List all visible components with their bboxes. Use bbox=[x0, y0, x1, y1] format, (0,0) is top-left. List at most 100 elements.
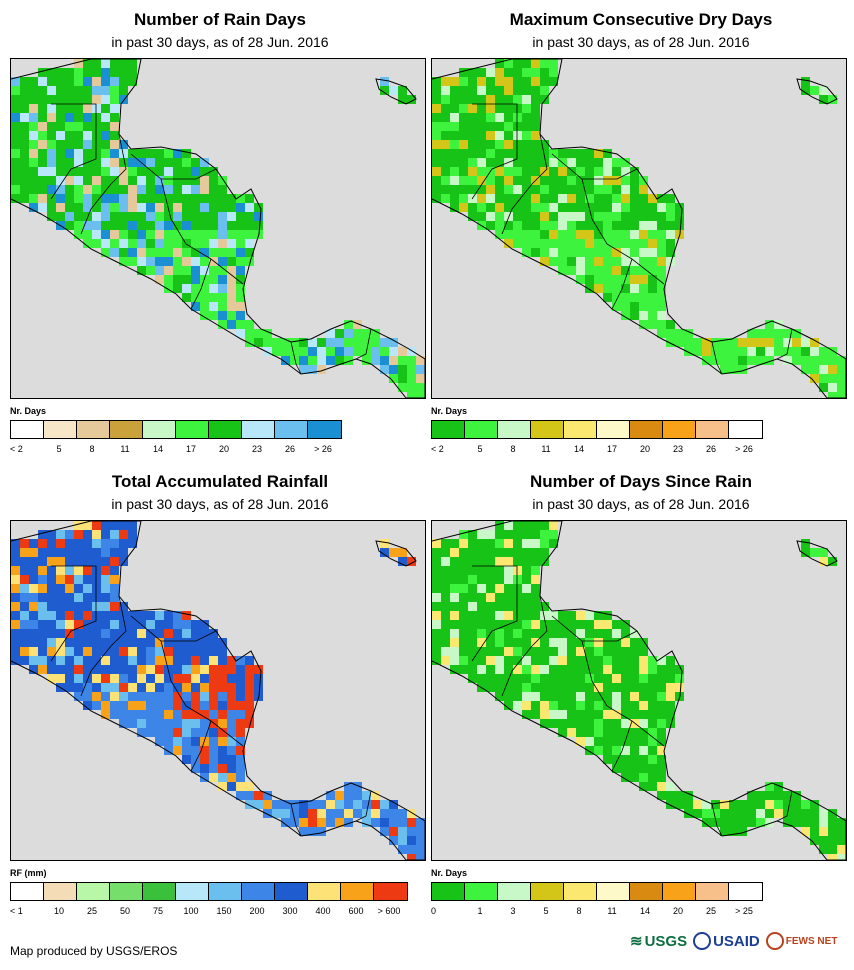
map-cell bbox=[567, 638, 576, 647]
legend-swatch bbox=[531, 883, 564, 900]
map-cell bbox=[11, 638, 20, 647]
map-cell bbox=[630, 266, 639, 275]
map-cell bbox=[441, 548, 450, 557]
map-cell bbox=[92, 239, 101, 248]
map-cell bbox=[639, 701, 648, 710]
map-cell bbox=[504, 95, 513, 104]
map-cell bbox=[137, 185, 146, 194]
map-cell bbox=[209, 293, 218, 302]
map-cell bbox=[495, 665, 504, 674]
map-cell bbox=[164, 629, 173, 638]
map-cell bbox=[245, 800, 254, 809]
map-cell bbox=[531, 131, 540, 140]
map-cell bbox=[389, 365, 398, 374]
map-cell bbox=[657, 266, 666, 275]
map-cell bbox=[477, 593, 486, 602]
map-cell bbox=[191, 629, 200, 638]
map-cell bbox=[459, 530, 468, 539]
map-cell bbox=[173, 701, 182, 710]
map-cell bbox=[621, 755, 630, 764]
map-cell bbox=[416, 845, 425, 854]
map-cell bbox=[92, 530, 101, 539]
map-cell bbox=[128, 221, 137, 230]
map-cell bbox=[666, 791, 675, 800]
map-cell bbox=[20, 557, 29, 566]
map-cell bbox=[236, 329, 245, 338]
map-cell bbox=[290, 356, 299, 365]
map-cell bbox=[119, 257, 128, 266]
map-days-since-rain[interactable] bbox=[431, 520, 847, 861]
map-cell bbox=[657, 212, 666, 221]
map-cell bbox=[639, 320, 648, 329]
map-cell bbox=[540, 59, 549, 68]
map-cell bbox=[218, 701, 227, 710]
map-cell bbox=[540, 521, 549, 530]
map-cell bbox=[110, 158, 119, 167]
map-cell bbox=[101, 239, 110, 248]
map-cell bbox=[486, 548, 495, 557]
map-rain-days[interactable] bbox=[10, 58, 426, 399]
map-cell bbox=[56, 122, 65, 131]
map-cell bbox=[513, 521, 522, 530]
map-cell bbox=[603, 701, 612, 710]
map-cell bbox=[218, 692, 227, 701]
map-cell bbox=[245, 221, 254, 230]
map-cell bbox=[344, 791, 353, 800]
map-cell bbox=[38, 194, 47, 203]
map-cell bbox=[92, 656, 101, 665]
map-cell bbox=[218, 302, 227, 311]
map-cell bbox=[450, 566, 459, 575]
map-cell bbox=[522, 674, 531, 683]
map-cell bbox=[200, 701, 209, 710]
map-cell bbox=[146, 239, 155, 248]
map-cell bbox=[666, 329, 675, 338]
map-cell bbox=[173, 665, 182, 674]
map-cell bbox=[254, 221, 263, 230]
map-cell bbox=[837, 383, 846, 392]
map-canvas bbox=[11, 521, 425, 860]
map-cell bbox=[353, 320, 362, 329]
map-cell bbox=[468, 95, 477, 104]
map-total-rainfall[interactable] bbox=[10, 520, 426, 861]
map-cell bbox=[522, 95, 531, 104]
map-cell bbox=[648, 239, 657, 248]
map-cell bbox=[353, 791, 362, 800]
map-cell bbox=[407, 845, 416, 854]
map-cell bbox=[603, 647, 612, 656]
map-cell bbox=[522, 59, 531, 68]
map-cell bbox=[585, 620, 594, 629]
map-cell bbox=[83, 692, 92, 701]
map-cell bbox=[657, 656, 666, 665]
map-cell bbox=[155, 212, 164, 221]
map-max-dry-days[interactable] bbox=[431, 58, 847, 399]
map-cell bbox=[236, 773, 245, 782]
map-cell bbox=[585, 629, 594, 638]
map-cell bbox=[468, 611, 477, 620]
map-cell bbox=[630, 683, 639, 692]
map-cell bbox=[531, 674, 540, 683]
map-cell bbox=[621, 185, 630, 194]
map-cell bbox=[92, 113, 101, 122]
map-cell bbox=[504, 530, 513, 539]
map-cell bbox=[558, 683, 567, 692]
map-cell bbox=[432, 566, 441, 575]
map-cell bbox=[182, 221, 191, 230]
map-cell bbox=[513, 638, 522, 647]
map-cell bbox=[353, 347, 362, 356]
map-cell bbox=[308, 338, 317, 347]
map-cell bbox=[666, 221, 675, 230]
map-cell bbox=[711, 347, 720, 356]
map-cell bbox=[227, 656, 236, 665]
map-cell bbox=[92, 665, 101, 674]
map-cell bbox=[11, 167, 20, 176]
map-cell bbox=[558, 230, 567, 239]
map-cell bbox=[218, 203, 227, 212]
map-cell bbox=[576, 674, 585, 683]
map-cell bbox=[567, 719, 576, 728]
map-cell bbox=[630, 230, 639, 239]
map-cell bbox=[630, 239, 639, 248]
map-cell bbox=[182, 194, 191, 203]
map-cell bbox=[47, 575, 56, 584]
map-cell bbox=[486, 620, 495, 629]
map-cell bbox=[504, 104, 513, 113]
